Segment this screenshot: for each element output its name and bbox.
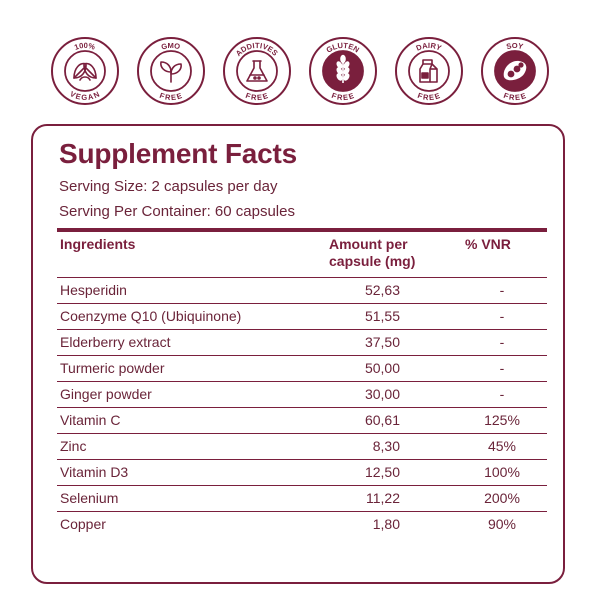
ingredient-vnr: - xyxy=(499,282,505,298)
badge-top-text: SOY xyxy=(505,41,524,51)
table-row: Zinc 8,30 45% xyxy=(57,434,547,460)
column-header-vnr: % VNR xyxy=(465,236,511,252)
ingredient-name: Turmeric powder xyxy=(60,360,165,376)
badge-bottom-text: FREE xyxy=(330,91,355,102)
ingredient-vnr: 200% xyxy=(484,490,520,506)
ingredient-amount: 50,00 xyxy=(364,360,400,376)
ingredient-vnr: - xyxy=(499,308,505,324)
svg-text:FREE: FREE xyxy=(502,91,527,102)
flask-icon xyxy=(246,60,268,82)
svg-text:FREE: FREE xyxy=(244,91,269,102)
table-row: Coenzyme Q10 (Ubiquinone) 51,55 - xyxy=(57,304,547,330)
table-row: Turmeric powder 50,00 - xyxy=(57,356,547,382)
badge-top-text: GLUTEN xyxy=(325,41,361,55)
table-row: Copper 1,80 90% xyxy=(57,512,547,537)
supplement-facts-panel: Supplement Facts Serving Size: 2 capsule… xyxy=(31,124,565,584)
svg-text:SOY: SOY xyxy=(505,41,524,51)
leaves-icon xyxy=(73,62,97,81)
badge-dairy-free: DAIRY FREE xyxy=(394,36,464,106)
svg-text:FREE: FREE xyxy=(158,91,183,102)
header-divider xyxy=(57,228,547,232)
ingredient-amount: 12,50 xyxy=(364,464,400,480)
svg-text:GLUTEN: GLUTEN xyxy=(325,41,362,55)
ingredient-amount: 11,22 xyxy=(366,490,400,506)
svg-text:GMO: GMO xyxy=(160,41,181,52)
ingredient-vnr: - xyxy=(499,386,505,402)
badge-bottom-text: VEGAN xyxy=(68,89,101,102)
ingredient-name: Ginger powder xyxy=(60,386,152,402)
soybean-icon xyxy=(503,60,527,81)
ingredient-name: Vitamin D3 xyxy=(60,464,129,480)
svg-text:100%: 100% xyxy=(73,41,97,52)
serving-per-container: Serving Per Container: 60 capsules xyxy=(59,203,295,220)
ingredient-amount: 51,55 xyxy=(364,308,400,324)
ingredient-vnr: - xyxy=(499,334,505,350)
table-row: Vitamin C 60,61 125% xyxy=(57,408,547,434)
column-header-ingredients: Ingredients xyxy=(60,236,136,252)
table-row: Hesperidin 52,63 - xyxy=(57,278,547,304)
badge-bottom-text: FREE xyxy=(158,91,183,102)
badge-gmo-free: GMO FREE xyxy=(136,36,206,106)
table-row: Elderberry extract 37,50 - xyxy=(57,330,547,356)
ingredient-vnr: - xyxy=(499,360,505,376)
table-row: Vitamin D3 12,50 100% xyxy=(57,460,547,486)
badge-bottom-text: FREE xyxy=(244,91,269,102)
badge-gluten-free: GLUTEN FREE xyxy=(308,36,378,106)
wheat-icon xyxy=(336,54,350,83)
svg-text:DAIRY: DAIRY xyxy=(415,41,444,53)
table-row: Ginger powder 30,00 - xyxy=(57,382,547,408)
ingredient-vnr: 125% xyxy=(484,412,520,428)
svg-text:VEGAN: VEGAN xyxy=(68,89,101,102)
ingredient-name: Hesperidin xyxy=(60,282,127,298)
ingredient-amount: 8,30 xyxy=(372,438,400,454)
serving-size: Serving Size: 2 capsules per day xyxy=(59,178,278,195)
ingredient-amount: 37,50 xyxy=(364,334,400,350)
badge-additives-free: ADDITIVES FREE xyxy=(222,36,292,106)
ingredient-name: Zinc xyxy=(60,438,87,454)
ingredient-name: Coenzyme Q10 (Ubiquinone) xyxy=(60,308,242,324)
ingredient-name: Vitamin C xyxy=(60,412,121,428)
badge-top-text: GMO xyxy=(160,41,181,52)
svg-text:ADDITIVES: ADDITIVES xyxy=(234,41,280,58)
ingredient-amount: 52,63 xyxy=(364,282,400,298)
badge-bottom-text: FREE xyxy=(502,91,527,102)
ingredient-amount: 30,00 xyxy=(364,386,400,402)
badge-top-text: 100% xyxy=(73,41,96,52)
ingredient-vnr: 45% xyxy=(487,438,517,454)
ingredient-name: Elderberry extract xyxy=(60,334,171,350)
badge-soy-free: SOY FREE xyxy=(480,36,550,106)
badge-top-text: DAIRY xyxy=(415,41,443,53)
ingredient-name: Selenium xyxy=(60,490,119,506)
milk-carton-icon xyxy=(419,59,438,83)
badge-top-text: ADDITIVES xyxy=(234,41,280,58)
badge-bottom-text: FREE xyxy=(416,91,441,102)
page-title: Supplement Facts xyxy=(59,138,297,169)
ingredient-amount: 60,61 xyxy=(364,412,400,428)
column-header-amount: Amount per capsule (mg) xyxy=(329,236,416,269)
svg-text:FREE: FREE xyxy=(416,91,441,102)
sprout-icon xyxy=(160,61,182,83)
ingredient-vnr: 90% xyxy=(487,516,517,532)
ingredient-amount: 1,80 xyxy=(372,516,400,532)
badge-strip: 100% VEGAN GMO FREE xyxy=(50,36,550,106)
ingredients-table: Hesperidin 52,63 - Coenzyme Q10 (Ubiquin… xyxy=(57,277,547,537)
ingredient-vnr: 100% xyxy=(484,464,520,480)
ingredient-name: Copper xyxy=(60,516,106,532)
svg-text:FREE: FREE xyxy=(330,91,355,102)
badge-vegan: 100% VEGAN xyxy=(50,36,120,106)
table-row: Selenium 11,22 200% xyxy=(57,486,547,512)
